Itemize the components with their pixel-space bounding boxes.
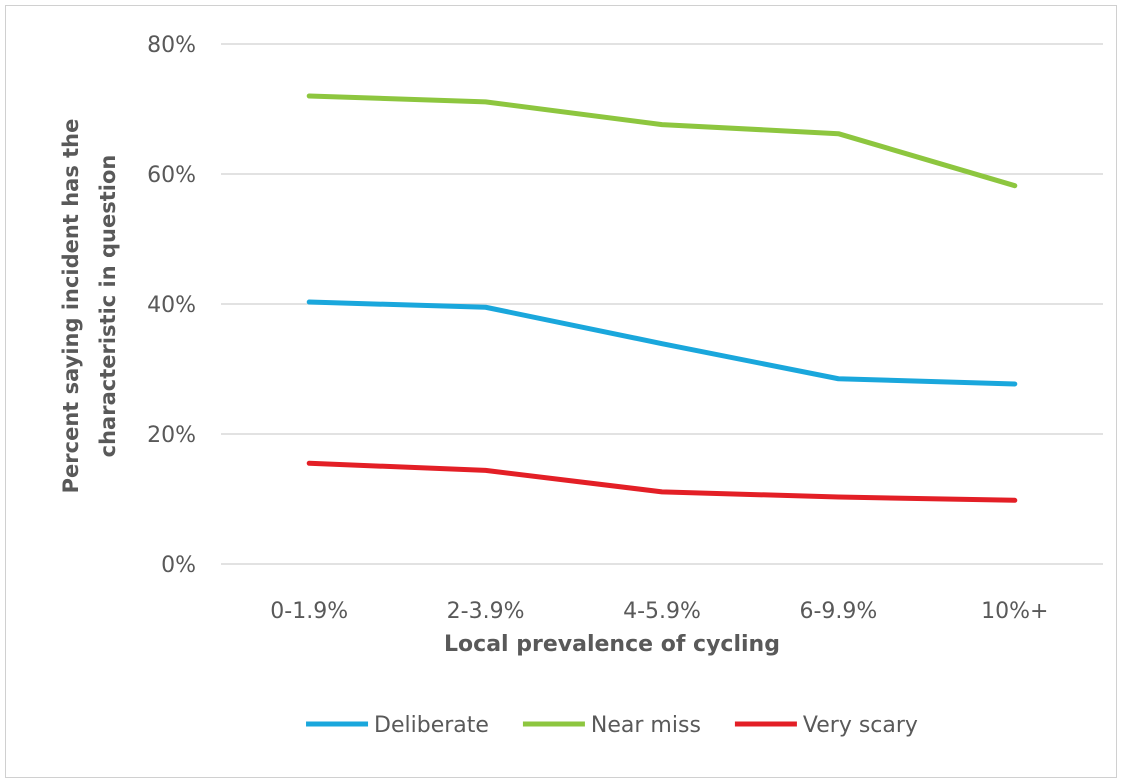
y-tick-label: 40% xyxy=(147,293,196,318)
x-axis-label: Local prevalence of cycling xyxy=(444,632,780,657)
x-tick-label: 10%+ xyxy=(981,599,1048,624)
series-line-deliberate xyxy=(306,299,1018,387)
y-tick-label: 80% xyxy=(147,33,196,58)
y-axis-label-line-2: characteristic in question xyxy=(96,155,120,458)
chart-frame: 0% 20% 40% 60% 80% 0-1.9% 2-3.9% 4-5.9% 6-9.9% 1… xyxy=(5,5,1117,778)
legend-label: Deliberate xyxy=(374,713,489,738)
x-tick-label: 6-9.9% xyxy=(799,599,877,624)
legend: Deliberate Near miss Very scary xyxy=(306,713,918,738)
y-tick-label: 60% xyxy=(147,163,196,188)
y-tick-label: 0% xyxy=(161,553,196,578)
y-axis-label: Percent saying incident has the characte… xyxy=(59,119,120,494)
legend-label: Very scary xyxy=(803,713,918,738)
y-axis-ticks: 0% 20% 40% 60% 80% xyxy=(147,33,196,578)
y-tick-label: 20% xyxy=(147,423,196,448)
x-tick-label: 2-3.9% xyxy=(447,599,525,624)
legend-label: Near miss xyxy=(591,713,701,738)
x-axis-ticks: 0-1.9% 2-3.9% 4-5.9% 6-9.9% 10%+ xyxy=(270,599,1048,624)
line-chart: 0% 20% 40% 60% 80% 0-1.9% 2-3.9% 4-5.9% 6-9.9% 1… xyxy=(59,33,1103,738)
series-lines xyxy=(306,93,1018,503)
x-tick-label: 4-5.9% xyxy=(623,599,701,624)
x-tick-label: 0-1.9% xyxy=(270,599,348,624)
series-line-very-scary xyxy=(306,460,1018,503)
y-axis-label-line-1: Percent saying incident has the xyxy=(59,119,83,494)
series-line-near-miss xyxy=(306,93,1018,189)
